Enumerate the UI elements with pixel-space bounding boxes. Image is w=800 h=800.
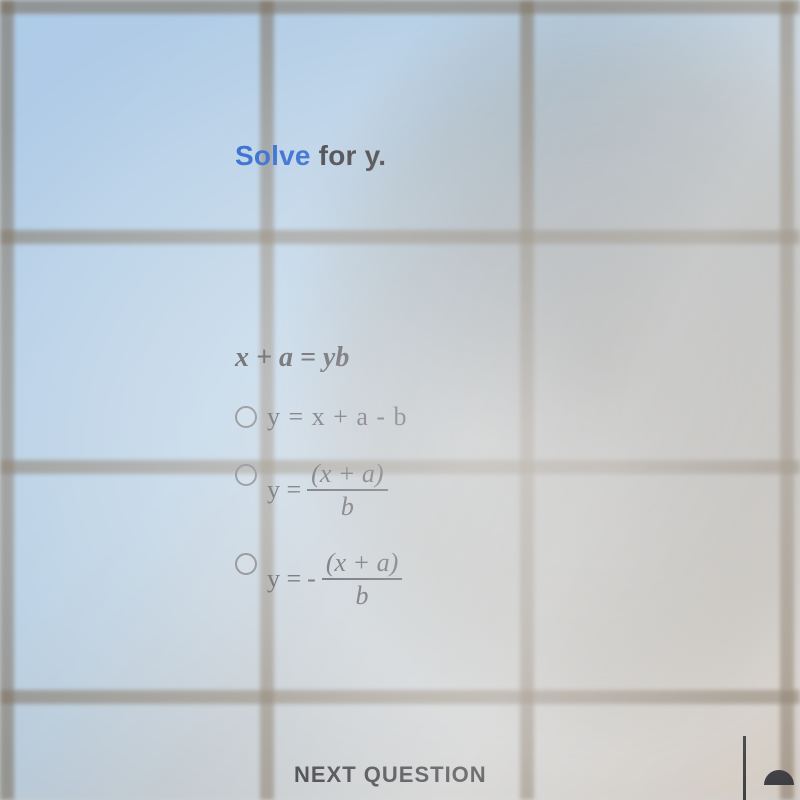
fraction-denominator: b	[356, 580, 369, 609]
prompt-accent-word: Solve	[235, 140, 311, 171]
option-sign: -	[307, 564, 316, 594]
answer-options: y = x + a - b y = (x + a) b y = - (x + a…	[235, 402, 800, 609]
fraction-denominator: b	[341, 491, 354, 520]
fraction-numerator: (x + a)	[307, 460, 387, 491]
fraction-numerator: (x + a)	[322, 549, 402, 580]
option-text: y = - (x + a) b	[267, 549, 402, 610]
quiz-content: Solve for y. x + a = yb y = x + a - b y …	[0, 0, 800, 800]
option-text: y = (x + a) b	[267, 460, 388, 521]
footer-divider	[743, 736, 746, 800]
answer-option[interactable]: y = x + a - b	[235, 402, 800, 432]
question-prompt: Solve for y.	[235, 140, 800, 172]
option-prefix: y =	[267, 475, 301, 505]
answer-option[interactable]: y = - (x + a) b	[235, 549, 800, 610]
radio-icon[interactable]	[235, 553, 257, 575]
radio-icon[interactable]	[235, 464, 257, 486]
radio-icon[interactable]	[235, 406, 257, 428]
fraction: (x + a) b	[307, 460, 387, 521]
answer-option[interactable]: y = (x + a) b	[235, 460, 800, 521]
option-text: y = x + a - b	[267, 402, 408, 432]
given-equation: x + a = yb	[235, 342, 800, 374]
next-question-button[interactable]: NEXT QUESTION	[294, 762, 487, 788]
fraction: (x + a) b	[322, 549, 402, 610]
prompt-rest: for y.	[311, 140, 387, 171]
option-prefix: y =	[267, 564, 301, 594]
